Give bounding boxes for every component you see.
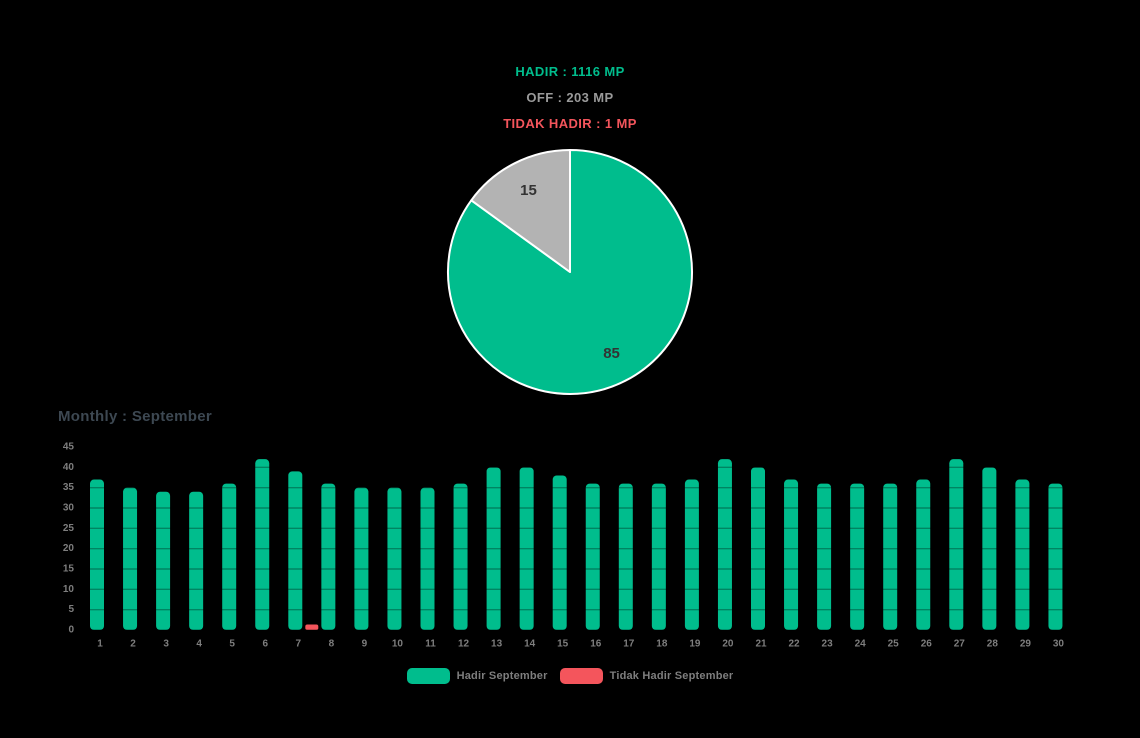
hadir-bar-day-9: [354, 487, 369, 630]
x-axis-label-day-25: 25: [888, 639, 900, 650]
hadir-bar-day-20: [717, 459, 732, 630]
hadir-bar-day-2: [123, 487, 138, 630]
x-axis-label-day-13: 13: [491, 639, 503, 650]
x-axis-label-day-3: 3: [163, 639, 169, 650]
x-axis-label-day-24: 24: [855, 639, 867, 650]
hadir-bar-day-8: [321, 483, 336, 630]
hadir-bar-day-22: [784, 479, 799, 630]
hadir-bar-day-15: [552, 475, 567, 630]
x-axis-label-day-2: 2: [130, 639, 136, 650]
tidak-hadir-total-label: TIDAK HADIR : 1 MP: [503, 116, 637, 131]
x-axis-label-day-15: 15: [557, 639, 569, 650]
x-axis-label-day-14: 14: [524, 639, 536, 650]
tidak-hadir-bar-day-7: [305, 624, 319, 630]
hadir-bar-day-10: [387, 487, 402, 630]
hadir-bar-day-13: [486, 467, 501, 630]
hadir-bar-day-18: [651, 483, 666, 630]
y-axis-tick-15: 15: [63, 563, 75, 574]
x-axis-label-day-30: 30: [1053, 639, 1065, 650]
x-axis-label-day-28: 28: [987, 639, 999, 650]
x-axis-label-day-19: 19: [689, 639, 701, 650]
legend-item-hadir: Hadir September: [406, 668, 548, 684]
hadir-legend-swatch: [406, 668, 450, 684]
x-axis-label-day-27: 27: [954, 639, 966, 650]
x-axis-label-day-11: 11: [425, 639, 436, 650]
x-axis-label-day-12: 12: [458, 639, 470, 650]
hadir-bar-day-11: [420, 487, 435, 630]
x-axis-label-day-5: 5: [229, 639, 235, 650]
hadir-bar-day-4: [189, 491, 204, 630]
y-axis-tick-40: 40: [63, 462, 75, 473]
pie-value-off: 15: [520, 182, 537, 199]
attendance-pie-chart: 85 15: [447, 149, 693, 395]
hadir-bar-day-14: [519, 467, 534, 630]
y-axis-tick-45: 45: [63, 441, 75, 452]
x-axis-label-day-22: 22: [788, 639, 800, 650]
x-axis-label-day-17: 17: [623, 639, 635, 650]
x-axis-label-day-16: 16: [590, 639, 602, 650]
x-axis-label-day-10: 10: [392, 639, 404, 650]
x-axis-label-day-29: 29: [1020, 639, 1032, 650]
hadir-bar-day-16: [585, 483, 600, 630]
off-total-label: OFF : 203 MP: [526, 90, 614, 105]
pie-slice-off: [470, 149, 571, 273]
hadir-bar-day-6: [255, 459, 270, 630]
hadir-bar-day-19: [684, 479, 699, 630]
hadir-bar-day-24: [850, 483, 865, 630]
x-axis-label-day-8: 8: [329, 639, 335, 650]
x-axis-label-day-21: 21: [755, 639, 767, 650]
y-axis-tick-10: 10: [63, 584, 75, 595]
hadir-bar-day-26: [916, 479, 931, 630]
x-axis-label-day-1: 1: [97, 639, 103, 650]
hadir-bar-day-23: [817, 483, 832, 630]
hadir-bar-day-17: [618, 483, 633, 630]
x-axis-label-day-18: 18: [656, 639, 668, 650]
hadir-bar-day-29: [1015, 479, 1030, 630]
hadir-bar-day-3: [156, 491, 171, 630]
hadir-bar-day-5: [222, 483, 237, 630]
x-axis-label-day-4: 4: [196, 639, 202, 650]
tidak-hadir-legend-swatch: [559, 668, 603, 684]
legend-item-tidak-hadir: Tidak Hadir September: [559, 668, 734, 684]
hadir-bar-day-12: [453, 483, 468, 630]
x-axis-label-day-7: 7: [296, 639, 302, 650]
hadir-bar-day-28: [982, 467, 997, 630]
y-axis-tick-35: 35: [63, 482, 75, 493]
hadir-bar-day-21: [751, 467, 765, 630]
hadir-bar-day-30: [1048, 483, 1063, 630]
pie-value-hadir: 85: [603, 345, 620, 362]
hadir-bar-day-1: [90, 479, 104, 630]
attendance-summary: HADIR : 1116 MP OFF : 203 MP TIDAK HADIR…: [0, 64, 1140, 142]
chart-legend: Hadir September Tidak Hadir September: [0, 668, 1140, 684]
x-axis-label-day-26: 26: [921, 639, 933, 650]
y-axis-tick-30: 30: [63, 502, 75, 513]
y-axis-tick-25: 25: [63, 523, 75, 534]
hadir-bar-day-7: [288, 471, 303, 630]
hadir-bar-day-27: [949, 459, 964, 630]
x-axis-label-day-20: 20: [722, 639, 734, 650]
x-axis-label-day-9: 9: [362, 639, 368, 650]
x-axis-label-day-6: 6: [262, 639, 268, 650]
hadir-legend-label: Hadir September: [456, 670, 548, 682]
x-axis-label-day-23: 23: [822, 639, 834, 650]
y-axis-tick-0: 0: [68, 625, 74, 636]
hadir-total-label: HADIR : 1116 MP: [515, 64, 625, 79]
y-axis-tick-5: 5: [68, 604, 74, 615]
bar-chart-title: Monthly : September: [58, 408, 213, 425]
y-axis-tick-20: 20: [63, 543, 75, 554]
tidak-hadir-legend-label: Tidak Hadir September: [609, 670, 734, 682]
hadir-bar-day-25: [883, 483, 898, 630]
